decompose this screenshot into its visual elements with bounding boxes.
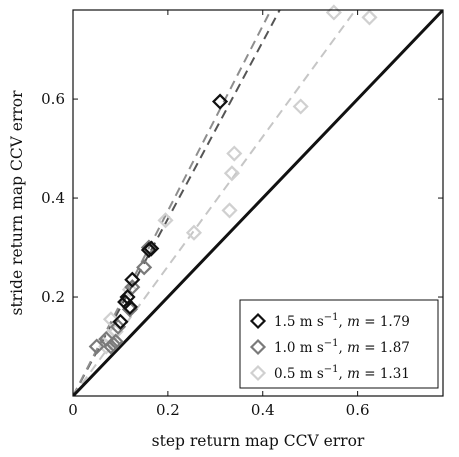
point-series-2 (226, 145, 243, 162)
x-tick-label: 0.6 (346, 401, 370, 419)
y-axis: 0.2 0.4 0.6 (41, 90, 443, 306)
point-series-2 (221, 202, 238, 219)
x-axis: 0 0.2 0.4 0.6 (68, 10, 370, 419)
y-tick-label: 0.2 (41, 288, 65, 306)
point-series-0 (124, 271, 141, 288)
point-series-2 (223, 165, 240, 182)
point-series-1 (107, 333, 124, 350)
point-series-2 (292, 98, 309, 115)
x-axis-title: step return map CCV error (152, 432, 365, 450)
identity-line (73, 10, 443, 396)
x-tick-label: 0.4 (251, 401, 275, 419)
legend-box (239, 299, 439, 389)
point-series-2 (361, 9, 378, 26)
legend-marker-series-1 (249, 338, 267, 356)
legend: 1.5 m s−1, m = 1.79 1.0 m s−1, m = 1.87 0.… (239, 299, 439, 389)
point-series-1 (136, 259, 153, 276)
legend-marker-series-2 (249, 364, 267, 382)
point-series-0 (112, 313, 129, 330)
legend-marker-series-0 (249, 312, 267, 330)
fit-line-series-0 (73, 10, 281, 396)
point-series-0 (121, 298, 138, 315)
legend-label-series-0: 1.5 m s−1, m = 1.79 (274, 312, 410, 330)
x-tick-label: 0 (68, 401, 78, 419)
point-series-1 (110, 318, 127, 335)
y-axis-title: stride return map CCV error (8, 90, 26, 316)
y-tick-label: 0.6 (41, 90, 65, 108)
point-series-1 (124, 279, 141, 296)
y-tick-label: 0.4 (41, 189, 65, 207)
point-series-0 (143, 240, 160, 257)
legend-label-series-1: 1.0 m s−1, m = 1.87 (274, 338, 410, 356)
point-series-0 (211, 93, 229, 110)
point-series-1 (88, 338, 105, 355)
data-points (88, 4, 378, 355)
plot-frame (72, 9, 444, 397)
point-series-2 (185, 224, 203, 241)
legend-label-series-2: 0.5 m s−1, m = 1.31 (274, 364, 410, 382)
point-series-2 (157, 212, 174, 229)
x-tick-label: 0.2 (156, 401, 180, 419)
point-series-2 (107, 323, 124, 340)
